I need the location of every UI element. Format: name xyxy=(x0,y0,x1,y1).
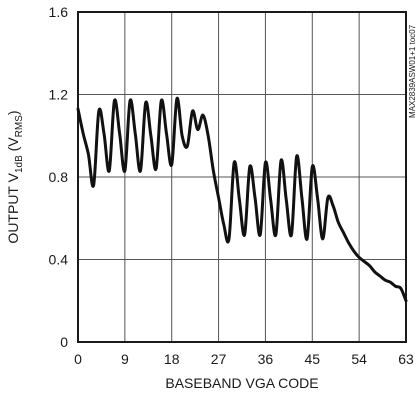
y-axis-title: OUTPUT V1dB (VRMS) xyxy=(5,110,25,243)
y-tick-label-3: 1.2 xyxy=(49,87,69,103)
y-axis-title-mid: (V xyxy=(5,137,21,156)
x-tick-label-4: 36 xyxy=(258,351,274,367)
x-tick-labels: 0 9 18 27 36 45 54 63 xyxy=(74,351,414,367)
y-axis-title-suffix-sub: RMS xyxy=(14,115,25,138)
y-axis-title-end: ) xyxy=(5,110,21,115)
plot-frame xyxy=(77,11,407,343)
y-tick-label-2: 0.8 xyxy=(49,169,69,185)
x-tick-label-2: 18 xyxy=(164,351,180,367)
y-axis-title-prefix: OUTPUT V xyxy=(5,172,21,243)
figure-id-label: MAX2839ASW01+1 toc07 xyxy=(408,24,417,118)
y-tick-label-1: 0.4 xyxy=(49,252,69,268)
y-axis-title-prefix-sub: 1dB xyxy=(14,155,25,173)
y-tick-label-4: 1.6 xyxy=(49,4,69,20)
x-tick-label-5: 45 xyxy=(304,351,320,367)
x-tick-label-6: 54 xyxy=(351,351,367,367)
y-tick-label-0: 0 xyxy=(60,334,68,350)
grid xyxy=(77,11,407,343)
y-tick-labels: 0 0.4 0.8 1.2 1.6 xyxy=(49,4,69,350)
x-axis-title: BASEBAND VGA CODE xyxy=(165,375,318,391)
x-tick-label-1: 9 xyxy=(121,351,129,367)
series-line-0 xyxy=(76,97,408,303)
x-tick-label-0: 0 xyxy=(74,351,82,367)
x-tick-label-3: 27 xyxy=(211,351,227,367)
series-layer xyxy=(76,97,408,303)
x-tick-label-7: 63 xyxy=(398,351,414,367)
